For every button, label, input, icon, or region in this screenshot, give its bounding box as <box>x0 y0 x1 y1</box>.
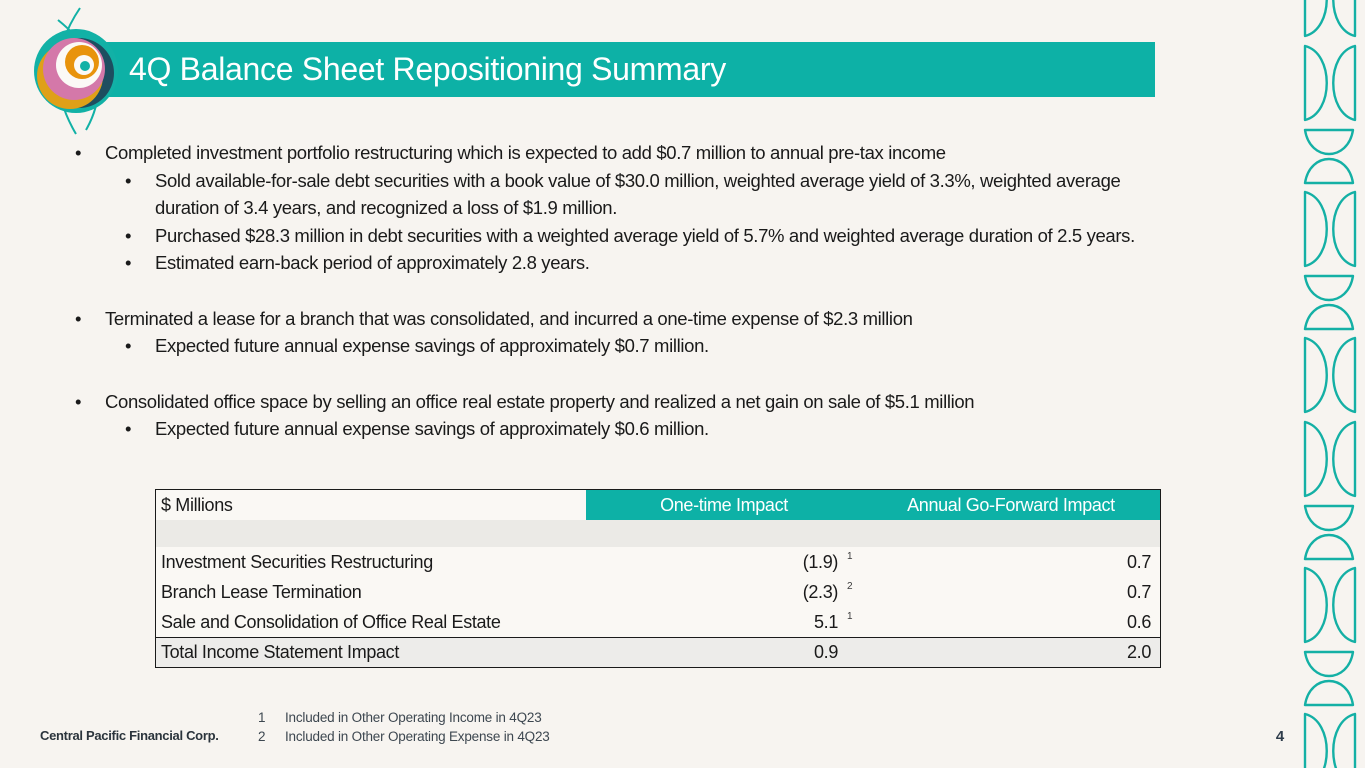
footnotes: 1 Included in Other Operating Income in … <box>258 708 550 746</box>
footnote-line: 1 Included in Other Operating Income in … <box>258 708 550 727</box>
footnote-number: 2 <box>258 729 266 744</box>
bullet-list: • Completed investment portfolio restruct… <box>75 139 1175 443</box>
cell-value: 2.0 <box>1127 642 1151 662</box>
bullet-icon: • <box>125 252 132 273</box>
list-item: • Expected future annual expense savings … <box>75 332 1175 360</box>
table-row: Branch Lease Termination (2.3) 2 0.7 <box>156 577 1160 607</box>
cpb-swirl-logo <box>34 7 118 135</box>
footnote-text: Included in Other Operating Expense in 4… <box>285 729 550 744</box>
table-header-row: $ Millions One-time Impact Annual Go-For… <box>156 490 1160 520</box>
spacer <box>75 360 1175 388</box>
footer-brand: Central Pacific Financial Corp. <box>40 728 219 743</box>
bullet-icon: • <box>125 169 132 191</box>
bullet-text: Purchased $28.3 million in debt securiti… <box>155 224 1135 246</box>
row-label: Branch Lease Termination <box>161 581 362 602</box>
bullet-text: Expected future annual expense savings o… <box>155 418 709 439</box>
bullet-icon: • <box>75 390 82 412</box>
row-label: Sale and Consolidation of Office Real Es… <box>161 611 501 632</box>
bullet-text: Consolidated office space by selling an … <box>105 390 975 412</box>
table-unit-label: $ Millions <box>156 490 586 520</box>
cell-value: 0.7 <box>1127 551 1151 572</box>
bullet-icon: • <box>125 224 132 246</box>
list-item: • Estimated earn-back period of approxima… <box>75 249 1175 277</box>
cell-value: (1.9) <box>802 551 839 572</box>
spacer <box>75 277 1175 305</box>
cell-value: 5.1 <box>814 611 838 632</box>
footnote-ref <box>838 638 862 642</box>
cell-value: 0.6 <box>1127 611 1151 632</box>
column-header-one-time: One-time Impact <box>586 490 862 520</box>
row-label: Investment Securities Restructuring <box>161 551 433 572</box>
page-title: 4Q Balance Sheet Repositioning Summary <box>129 51 726 87</box>
impact-table: $ Millions One-time Impact Annual Go-For… <box>155 489 1161 668</box>
bullet-icon: • <box>125 335 132 356</box>
list-item: • Purchased $28.3 million in debt securit… <box>75 222 1175 250</box>
bullet-icon: • <box>125 418 132 439</box>
bullet-icon: • <box>75 307 82 329</box>
bullet-text: Expected future annual expense savings o… <box>155 335 709 356</box>
footnote-number: 1 <box>258 710 266 725</box>
title-bar: 4Q Balance Sheet Repositioning Summary <box>97 42 1155 97</box>
table-total-row: Total Income Statement Impact 0.9 2.0 <box>156 637 1160 667</box>
footnote-ref: 2 <box>847 581 853 592</box>
table-row: Investment Securities Restructuring (1.9… <box>156 547 1160 577</box>
footnote-ref: 1 <box>847 551 853 562</box>
list-item: • Sold available-for-sale debt securities… <box>75 167 1175 222</box>
bullet-text: Terminated a lease for a branch that was… <box>105 307 913 329</box>
column-header-go-forward: Annual Go-Forward Impact <box>862 490 1160 520</box>
bullet-text: Estimated earn-back period of approximat… <box>155 252 590 273</box>
footnote-ref: 1 <box>847 611 853 622</box>
cell-value: 0.9 <box>814 642 838 662</box>
list-item: • Consolidated office space by selling an… <box>75 388 1175 416</box>
page-number: 4 <box>1275 728 1285 745</box>
row-label: Total Income Statement Impact <box>161 642 399 662</box>
footnote-line: 2 Included in Other Operating Expense in… <box>258 727 550 746</box>
bullet-text: Sold available-for-sale debt securities … <box>155 169 1121 219</box>
list-item: • Completed investment portfolio restruct… <box>75 139 1175 167</box>
list-item: • Terminated a lease for a branch that wa… <box>75 305 1175 333</box>
bullet-icon: • <box>75 142 82 163</box>
cell-value: 0.7 <box>1127 581 1151 602</box>
table-row: Sale and Consolidation of Office Real Es… <box>156 607 1160 637</box>
table-blank-row <box>156 520 1160 547</box>
footnote-text: Included in Other Operating Income in 4Q… <box>285 710 542 725</box>
cell-value: (2.3) <box>802 581 839 602</box>
bullet-text: Completed investment portfolio restructu… <box>105 142 946 163</box>
list-item: • Expected future annual expense savings … <box>75 415 1175 443</box>
teal-semicircle-pattern <box>1303 0 1357 768</box>
